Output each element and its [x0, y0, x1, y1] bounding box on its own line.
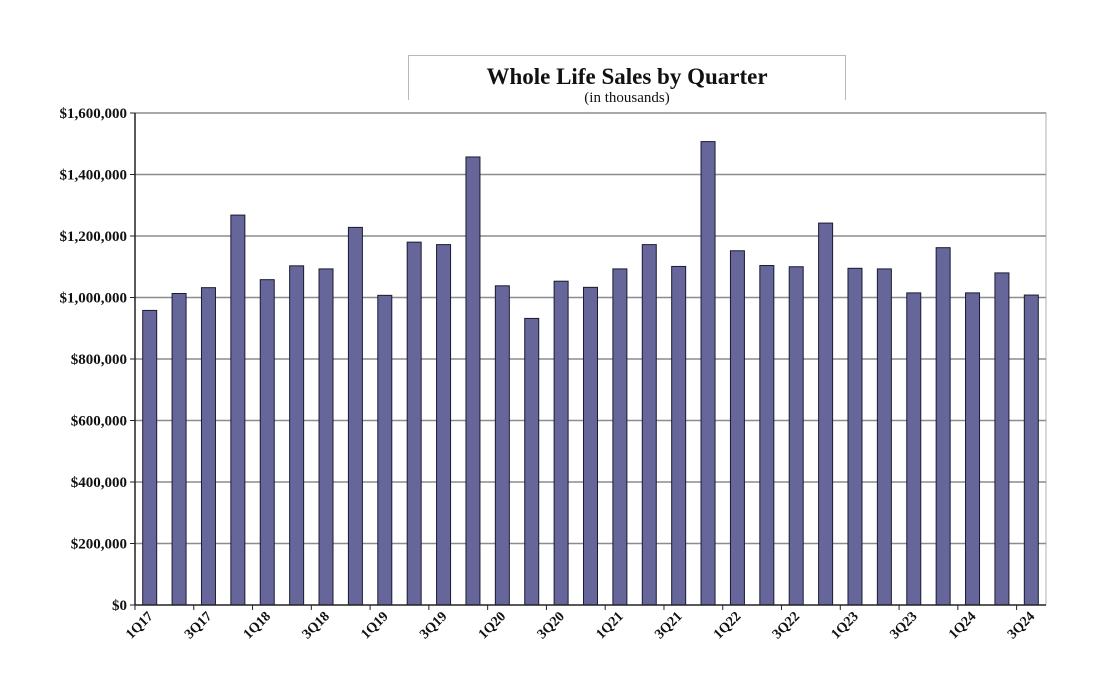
- bar-2Q23: [876, 268, 892, 606]
- bar-3Q24: [1023, 294, 1039, 606]
- bar-4Q23: [935, 247, 951, 606]
- x-tick-label: 3Q22: [770, 609, 803, 642]
- bar-1Q22: [729, 250, 745, 606]
- chart-title: Whole Life Sales by Quarter: [486, 64, 768, 89]
- chart-subtitle: (in thousands): [584, 90, 670, 106]
- y-tick-label: $1,200,000: [60, 229, 128, 245]
- x-tick-label: 1Q24: [946, 609, 979, 642]
- bar-4Q20: [583, 286, 598, 606]
- bar-4Q21: [700, 141, 716, 606]
- bar-3Q21: [671, 265, 687, 606]
- x-tick-label: 3Q21: [652, 609, 685, 642]
- bar-2Q21: [641, 244, 657, 606]
- y-tick-label: $1,400,000: [60, 168, 128, 184]
- axes: [130, 112, 1046, 610]
- x-tick-label: 3Q19: [417, 609, 450, 642]
- bar-4Q18: [347, 226, 363, 606]
- bar-2Q22: [759, 265, 775, 606]
- bar-4Q22: [818, 222, 834, 606]
- bar-2Q18: [289, 265, 305, 606]
- y-tick-label: $200,000: [71, 537, 127, 553]
- bar-3Q22: [788, 266, 804, 606]
- bar-2Q20: [524, 317, 540, 606]
- bar-1Q21: [612, 268, 628, 606]
- y-tick-label: $0: [112, 598, 127, 614]
- x-tick-label: 3Q23: [887, 609, 920, 642]
- bar-4Q17: [230, 214, 246, 606]
- bars: [142, 141, 1039, 606]
- x-tick-label: 1Q17: [123, 609, 156, 642]
- x-tick-labels: 1Q17 3Q17 1Q18 3Q18 1Q19 3Q19 1Q20 3Q20 1Q21 3Q21…: [123, 609, 1038, 642]
- bar-4Q19: [465, 156, 481, 606]
- bar-3Q23: [906, 292, 922, 606]
- x-tick-label: 1Q20: [476, 609, 509, 642]
- y-tick-labels: $0 $200,000 $400,000 $600,000 $800,000 $1,000…: [60, 106, 128, 614]
- bar-1Q18: [259, 279, 275, 606]
- bar-1Q20: [494, 285, 510, 606]
- x-tick-label: 1Q23: [829, 609, 862, 642]
- chart-title-box: Whole Life Sales by Quarter (in thousand…: [408, 55, 846, 106]
- bar-2Q17: [171, 293, 187, 606]
- x-tick-label: 1Q18: [241, 609, 274, 642]
- y-tick-label: $600,000: [71, 414, 127, 430]
- y-tick-label: $800,000: [71, 352, 127, 368]
- bar-1Q23: [847, 267, 863, 606]
- bar-2Q24: [994, 272, 1010, 606]
- x-tick-label: 3Q24: [1005, 609, 1038, 642]
- x-tick-label: 1Q19: [358, 609, 391, 642]
- bar-2Q19: [406, 241, 422, 606]
- x-tick-label: 3Q20: [535, 609, 568, 642]
- bar-3Q20: [553, 280, 569, 606]
- x-tick-label: 1Q21: [594, 609, 627, 642]
- x-tick-label: 3Q17: [182, 609, 215, 642]
- x-tick-label: 1Q22: [711, 609, 744, 642]
- y-tick-label: $400,000: [71, 475, 127, 491]
- bar-1Q19: [377, 294, 393, 606]
- bar-3Q18: [318, 268, 334, 606]
- bar-3Q17: [200, 287, 216, 606]
- y-tick-label: $1,600,000: [60, 106, 128, 122]
- y-tick-label: $1,000,000: [60, 291, 128, 307]
- bar-1Q17: [142, 309, 158, 606]
- bar-3Q19: [436, 244, 452, 606]
- bar-1Q24: [965, 292, 981, 606]
- x-tick-label: 3Q18: [300, 609, 333, 642]
